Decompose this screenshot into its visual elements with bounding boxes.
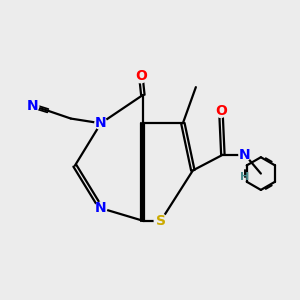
Circle shape [95,202,107,214]
Circle shape [95,117,107,129]
Text: H: H [240,172,250,182]
Text: N: N [27,99,39,113]
Circle shape [27,100,39,112]
Text: O: O [135,69,147,83]
Circle shape [134,70,148,83]
Text: N: N [95,201,107,215]
Text: S: S [156,214,166,228]
Circle shape [239,149,251,161]
Circle shape [214,104,227,117]
Text: N: N [95,116,107,130]
Text: N: N [239,148,251,162]
Circle shape [154,214,167,227]
Text: O: O [215,104,227,118]
